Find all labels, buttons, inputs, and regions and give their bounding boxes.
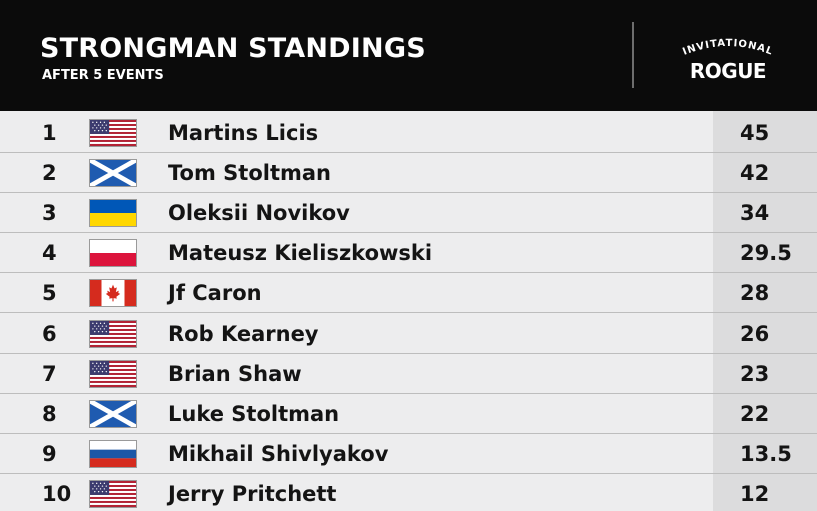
rank-number: 1	[42, 121, 57, 145]
athlete-name: Martins Licis	[168, 121, 319, 145]
page-subtitle: AFTER 5 EVENTS	[42, 68, 164, 83]
rank-number: 7	[42, 361, 57, 386]
table-row: 2 Tom Stoltman 42	[0, 153, 817, 194]
points-column	[713, 111, 817, 511]
athlete-name: Brian Shaw	[168, 361, 302, 386]
page-title: STRONGMAN STANDINGS	[40, 33, 426, 64]
athlete-name: Oleksii Novikov	[168, 201, 350, 226]
athlete-name: Mikhail Shivlyakov	[168, 441, 389, 466]
rank-number: 4	[42, 241, 57, 266]
poland-flag-icon	[89, 239, 137, 268]
athlete-points: 42	[740, 161, 770, 186]
rank-number: 9	[42, 441, 57, 466]
rank-number: 2	[42, 161, 57, 186]
athlete-name: Mateusz Kieliszkowski	[168, 241, 433, 266]
athlete-points: 22	[740, 401, 770, 426]
table-row: 7 Brian Shaw 23	[0, 354, 817, 394]
rogue-invitational-logo: INVITATIONAL	[681, 38, 774, 58]
athlete-points: 26	[740, 321, 770, 346]
usa-flag-icon	[89, 479, 137, 508]
header-divider	[632, 22, 634, 88]
canada-flag-icon	[89, 279, 137, 308]
ukraine-flag-icon	[89, 199, 137, 228]
usa-flag-icon	[89, 359, 137, 388]
rank-number: 6	[42, 321, 57, 346]
rank-number: 8	[42, 401, 57, 426]
table-row: 6 Rob Kearney 26	[0, 314, 817, 354]
athlete-points: 34	[740, 201, 770, 226]
athlete-points: 23	[740, 361, 770, 386]
rank-number: 10	[42, 481, 72, 506]
svg-text:INVITATIONAL: INVITATIONAL	[681, 38, 774, 58]
usa-flag-icon	[89, 319, 137, 348]
scotland-flag-icon	[89, 159, 137, 188]
standings-header: STRONGMAN STANDINGS AFTER 5 EVENTS INVIT…	[0, 0, 817, 111]
table-row: 1 Martins Licis 45	[0, 113, 817, 153]
athlete-points: 13.5	[740, 441, 792, 466]
rank-number: 5	[42, 281, 57, 306]
scotland-flag-icon	[89, 399, 137, 428]
logo-arc-text: INVITATIONAL	[681, 38, 773, 58]
athlete-name: Luke Stoltman	[168, 401, 340, 426]
table-row: 8 Luke Stoltman 22	[0, 394, 817, 434]
athlete-points: 29.5	[740, 241, 792, 266]
russia-flag-icon	[89, 439, 137, 468]
rank-number: 3	[42, 201, 57, 226]
athlete-points: 28	[740, 281, 770, 306]
athlete-name: Tom Stoltman	[168, 161, 331, 186]
table-row: 5 Jf Caron 28	[0, 273, 817, 314]
table-row: 9 Mikhail Shivlyakov 13.5	[0, 434, 817, 474]
athlete-name: Jerry Pritchett	[168, 481, 337, 506]
athlete-points: 45	[740, 121, 770, 145]
athlete-name: Rob Kearney	[168, 321, 319, 346]
table-row: 10 Jerry Pritchett 12	[0, 474, 817, 511]
table-row: 3 Oleksii Novikov 34	[0, 193, 817, 234]
logo-wordmark: ROGUE	[689, 59, 767, 83]
usa-flag-icon	[89, 119, 137, 147]
table-row: 4 Mateusz Kieliszkowski 29.5	[0, 233, 817, 274]
athlete-name: Jf Caron	[168, 281, 262, 306]
athlete-points: 12	[740, 481, 770, 506]
